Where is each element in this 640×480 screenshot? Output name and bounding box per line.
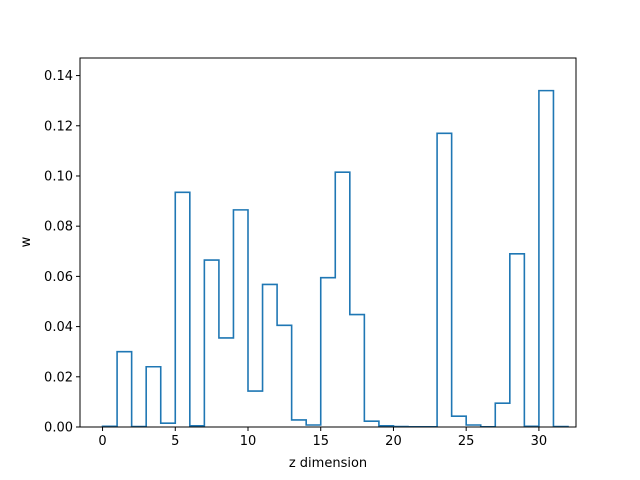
y-tick-label: 0.04 <box>44 320 73 335</box>
y-tick-label: 0.02 <box>44 370 73 385</box>
axes-frame <box>79 57 577 428</box>
y-axis-ticks: 0.00 0.02 0.04 0.06 0.08 0.10 0.12 0.14 <box>44 69 80 436</box>
x-axis-ticks: 0 5 10 15 20 25 30 <box>98 427 547 449</box>
y-axis-label: w <box>19 236 34 247</box>
y-tick-label: 0.06 <box>44 270 73 285</box>
x-tick-label: 10 <box>240 434 257 449</box>
y-tick-label: 0.14 <box>44 69 73 84</box>
x-axis-label: z dimension <box>289 456 367 471</box>
plot-area <box>79 57 577 428</box>
x-tick-label: 20 <box>385 434 402 449</box>
y-tick-label: 0.10 <box>44 169 73 184</box>
step-histogram-line <box>101 89 569 428</box>
x-tick-label: 30 <box>531 434 548 449</box>
x-tick-label: 0 <box>98 434 106 449</box>
y-tick-label: 0.00 <box>44 421 73 436</box>
y-tick-label: 0.12 <box>44 119 73 134</box>
x-tick-label: 15 <box>312 434 329 449</box>
x-tick-label: 5 <box>171 434 179 449</box>
x-tick-label: 25 <box>458 434 475 449</box>
axes-background <box>80 58 576 427</box>
y-tick-label: 0.08 <box>44 220 73 235</box>
